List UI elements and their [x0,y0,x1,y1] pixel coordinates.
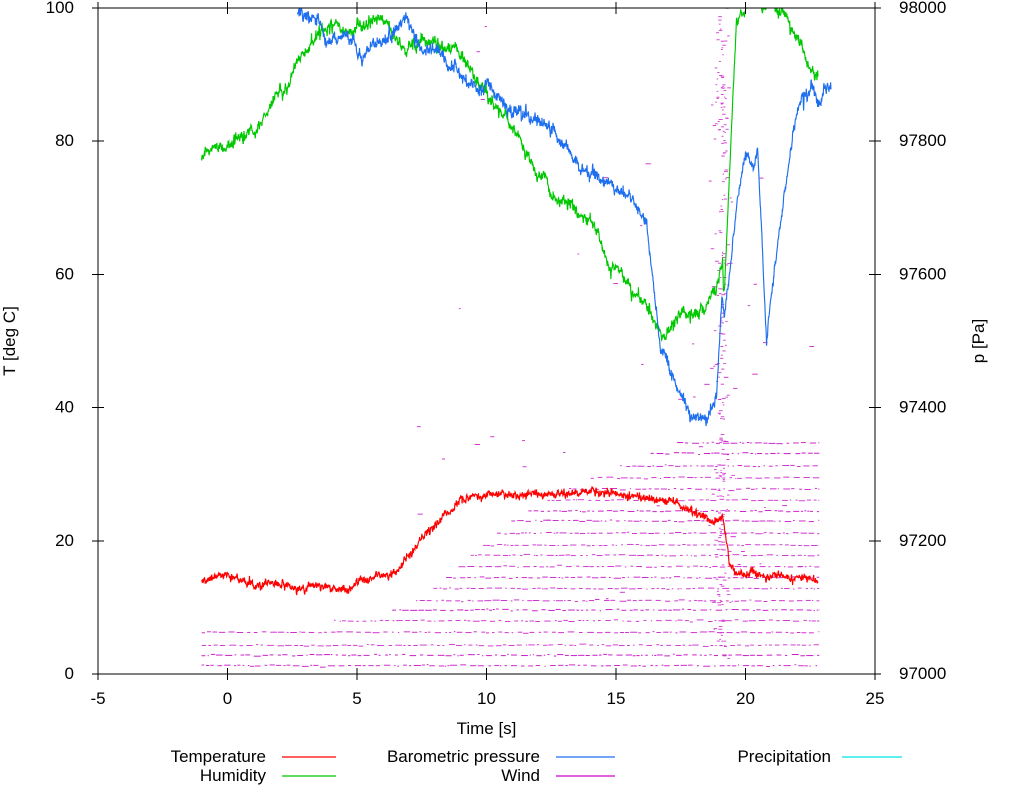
svg-text:Wind: Wind [501,766,540,785]
svg-text:97200: 97200 [899,531,946,550]
svg-text:98000: 98000 [899,0,946,17]
svg-text:100: 100 [46,0,74,17]
svg-text:40: 40 [55,398,74,417]
svg-text:20: 20 [736,689,755,708]
svg-text:10: 10 [477,689,496,708]
svg-text:20: 20 [55,531,74,550]
svg-text:0: 0 [223,689,232,708]
svg-text:97600: 97600 [899,264,946,283]
svg-text:60: 60 [55,264,74,283]
svg-text:Temperature: Temperature [171,747,266,766]
svg-text:15: 15 [607,689,626,708]
svg-text:97000: 97000 [899,664,946,683]
svg-text:25: 25 [866,689,885,708]
svg-text:97400: 97400 [899,398,946,417]
svg-text:Precipitation: Precipitation [737,747,831,766]
svg-text:Barometric pressure: Barometric pressure [387,747,540,766]
svg-text:80: 80 [55,131,74,150]
svg-text:-5: -5 [90,689,105,708]
svg-text:Time [s]: Time [s] [457,719,517,738]
svg-text:T [deg C]: T [deg C] [0,306,19,376]
svg-text:5: 5 [352,689,361,708]
svg-text:p [Pa]: p [Pa] [969,319,988,363]
svg-text:97800: 97800 [899,131,946,150]
svg-text:Humidity: Humidity [200,766,267,785]
svg-text:0: 0 [65,664,74,683]
